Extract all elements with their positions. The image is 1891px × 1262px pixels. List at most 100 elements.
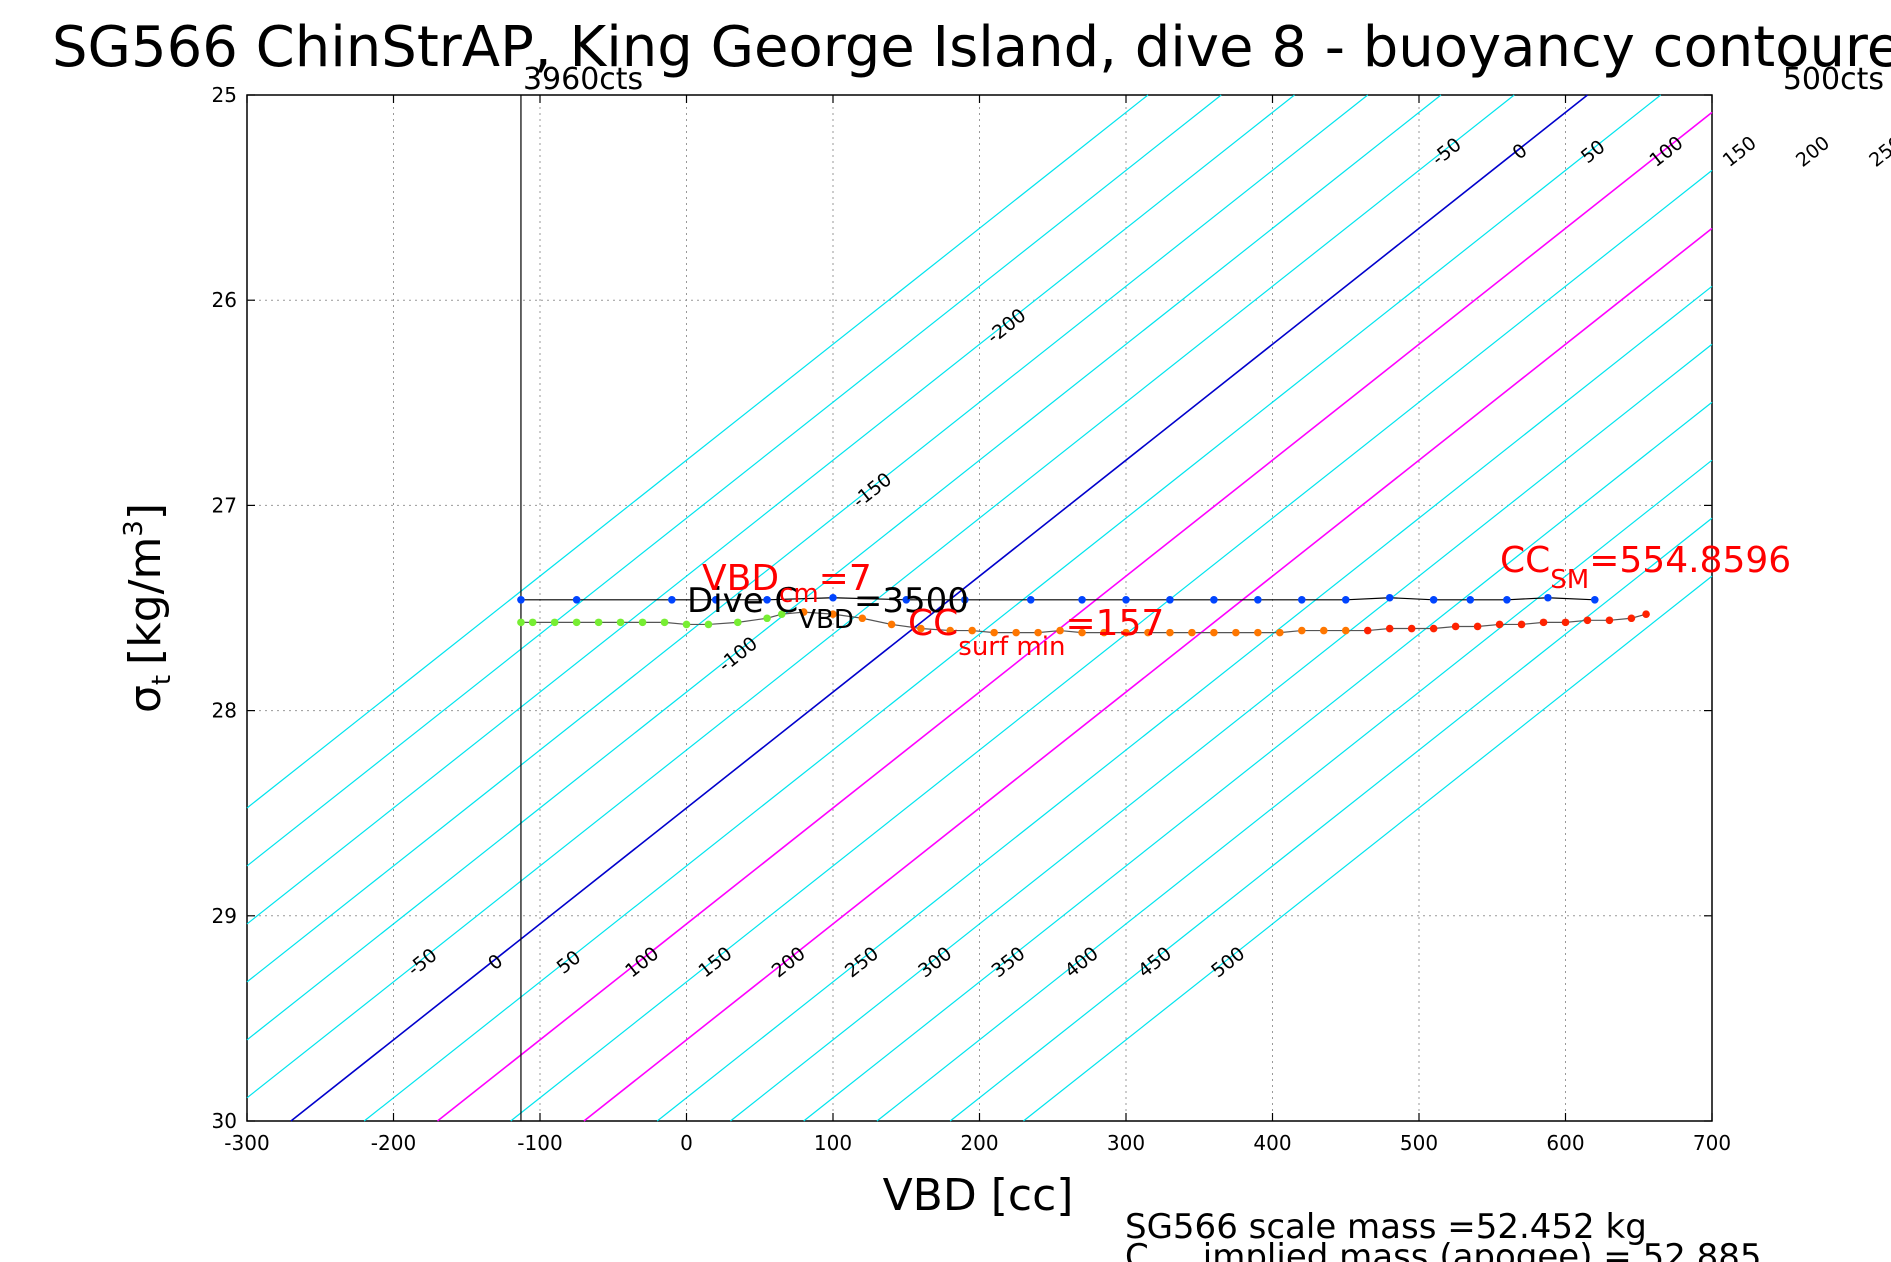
climb-point [517, 618, 525, 627]
cts-right-label: 500cts [1783, 62, 1884, 97]
dive-point [1122, 595, 1130, 604]
contour-label: 50 [1577, 136, 1610, 168]
contour-line [803, 401, 1713, 1122]
y-axis-label: σt[kg/m3] [119, 503, 177, 713]
climb-point [616, 618, 625, 627]
dive-point [712, 595, 720, 604]
plot-area-frame [246, 94, 1713, 1122]
x-tick-label: 600 [1546, 1131, 1584, 1155]
climb-point [990, 628, 998, 637]
contour-line [363, 94, 1662, 1122]
dive-point [829, 593, 837, 602]
contour-line [246, 94, 1149, 809]
buoyancy-contours [246, 94, 1713, 1122]
dive-point [1466, 595, 1475, 604]
climb-point [1166, 628, 1174, 637]
dive-point [1026, 595, 1035, 604]
axis-ticks: -300 -200 -100 0 100 200 300 400 500 600 700252627… [212, 83, 1732, 1155]
y-tick-label: 27 [212, 493, 237, 517]
climb-point [1012, 628, 1020, 637]
chart-title: SG566 ChinStrAP, King George Island, div… [52, 15, 1891, 80]
contour-line [246, 94, 1295, 925]
dive-point [517, 595, 525, 604]
contour-label: -50 [403, 944, 441, 981]
dive-point [1166, 595, 1174, 604]
climb-point [1642, 610, 1650, 618]
climb-point [1407, 624, 1416, 633]
contour-label: 150 [694, 943, 736, 983]
climb-point [1232, 628, 1240, 637]
climb-point [660, 618, 669, 627]
contour-label: 400 [1061, 943, 1103, 983]
x-tick-label: 300 [1107, 1131, 1145, 1155]
contour-line [1023, 575, 1713, 1122]
climb-point [528, 618, 537, 627]
contour-line [876, 459, 1713, 1122]
x-tick-label: 700 [1693, 1131, 1731, 1155]
contour-line [510, 169, 1713, 1122]
contour-label: 0 [484, 950, 507, 975]
climb-point [1473, 622, 1482, 631]
climb-point [550, 618, 559, 627]
x-tick-label: 500 [1400, 1131, 1438, 1155]
x-tick-label: -300 [224, 1131, 269, 1155]
climb-point [858, 614, 867, 623]
x-tick-label: 400 [1253, 1131, 1291, 1155]
climb-point [1298, 626, 1306, 635]
climb-point [1583, 616, 1592, 625]
contour-line [656, 285, 1713, 1122]
dive-point [1298, 595, 1306, 604]
climb-point [1319, 626, 1328, 635]
climb-point [887, 620, 896, 629]
grid-lines [247, 95, 1712, 1121]
climb-point [1627, 614, 1636, 623]
climb-point [682, 620, 691, 629]
x-tick-label: 200 [960, 1131, 998, 1155]
climb-point [763, 614, 771, 623]
contour-label: -200 [983, 304, 1030, 348]
climb-point [946, 626, 954, 635]
cc-sm-annotation: CCSM=554.8596 [1500, 540, 1791, 595]
climb-point [1539, 618, 1548, 627]
dive-point [1544, 593, 1552, 602]
climb-point [1605, 616, 1614, 625]
dive-point [572, 595, 581, 604]
vbd-cm-annotation: VBDcm=7 [702, 558, 872, 609]
climb-point [1188, 628, 1196, 637]
climb-point [1078, 628, 1086, 637]
y-tick-label: 25 [212, 83, 237, 107]
climb-point [1254, 628, 1262, 637]
climb-point [1495, 620, 1504, 629]
x-axis-label: VBD [cc] [883, 1170, 1074, 1221]
climb-point [594, 618, 603, 627]
dive-point [1591, 595, 1599, 604]
dive-point [1078, 595, 1086, 604]
climb-point [829, 610, 837, 618]
contour-label: 450 [1134, 943, 1176, 983]
dive-point [961, 595, 969, 604]
climb-point [1210, 628, 1218, 637]
x-tick-label: 100 [814, 1131, 852, 1155]
climb-point [1429, 624, 1438, 633]
contour-label: -100 [714, 633, 761, 677]
contour-label: 100 [621, 943, 663, 983]
climb-point [799, 608, 808, 616]
contour-line [730, 343, 1713, 1122]
neutral-buoyancy-contour [290, 94, 1588, 1122]
climb-point [1451, 622, 1460, 631]
contour-label: 150 [1719, 132, 1761, 172]
cts-left-label: 3960cts [523, 62, 643, 97]
contour-label: 0 [1508, 139, 1531, 164]
climb-point [777, 610, 786, 618]
dive-point [902, 595, 911, 604]
contour-label: 200 [768, 943, 810, 983]
contour-label: 100 [1645, 132, 1687, 172]
dive-point [1341, 595, 1350, 604]
climb-point [704, 620, 713, 629]
climb-point [1276, 628, 1284, 637]
climb-point [1056, 626, 1064, 635]
dive-point [668, 595, 676, 604]
climb-point [733, 618, 742, 627]
climb-point [968, 626, 976, 635]
contour-line [246, 94, 1515, 1099]
